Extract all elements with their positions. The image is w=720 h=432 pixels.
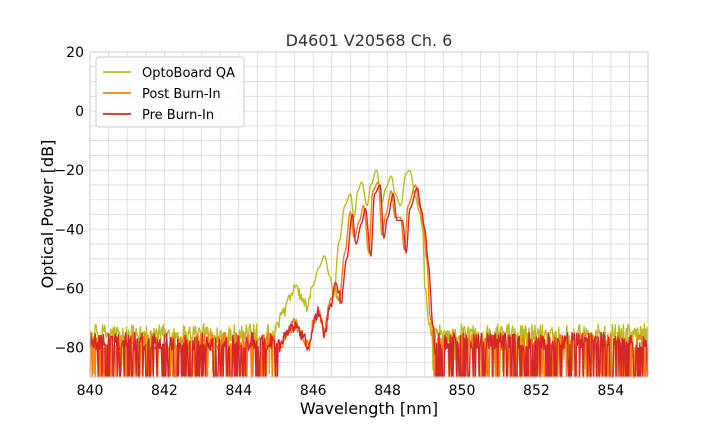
series-line-pre-burn-in: [89, 184, 649, 378]
y-tick-label: −60: [54, 281, 84, 297]
chart-title: D4601 V20568 Ch. 6: [286, 31, 453, 50]
x-tick-label: 850: [449, 383, 476, 399]
legend-label-post-burn-in: Post Burn-In: [142, 87, 221, 102]
x-tick-label: 852: [523, 383, 550, 399]
plot-area: [89, 169, 649, 378]
y-tick-label: −20: [54, 163, 84, 179]
y-tick-label: 0: [75, 104, 84, 120]
y-tick-label: 20: [66, 45, 84, 61]
x-tick-label: 848: [374, 383, 401, 399]
legend-label-optoboard-qa: OptoBoard QA: [142, 66, 235, 81]
y-tick-label: −40: [54, 222, 84, 238]
y-axis-label: Optical Power [dB]: [38, 140, 57, 289]
legend-label-pre-burn-in: Pre Burn-In: [142, 108, 214, 123]
x-tick-label: 844: [225, 383, 252, 399]
plot-frame: [89, 51, 649, 378]
x-tick-label: 840: [77, 383, 104, 399]
legend: OptoBoard QA Post Burn-In Pre Burn-In: [95, 56, 245, 128]
x-tick-label: 854: [597, 383, 624, 399]
tick-labels: 840 842 844 846 848 850 852 854 20 0 −20 −40 −60 −80: [54, 45, 624, 399]
legend-box: [95, 56, 245, 128]
x-tick-label: 846: [300, 383, 327, 399]
x-axis-label: Wavelength [nm]: [300, 399, 438, 418]
y-tick-label: −80: [54, 340, 84, 356]
x-tick-label: 842: [151, 383, 178, 399]
